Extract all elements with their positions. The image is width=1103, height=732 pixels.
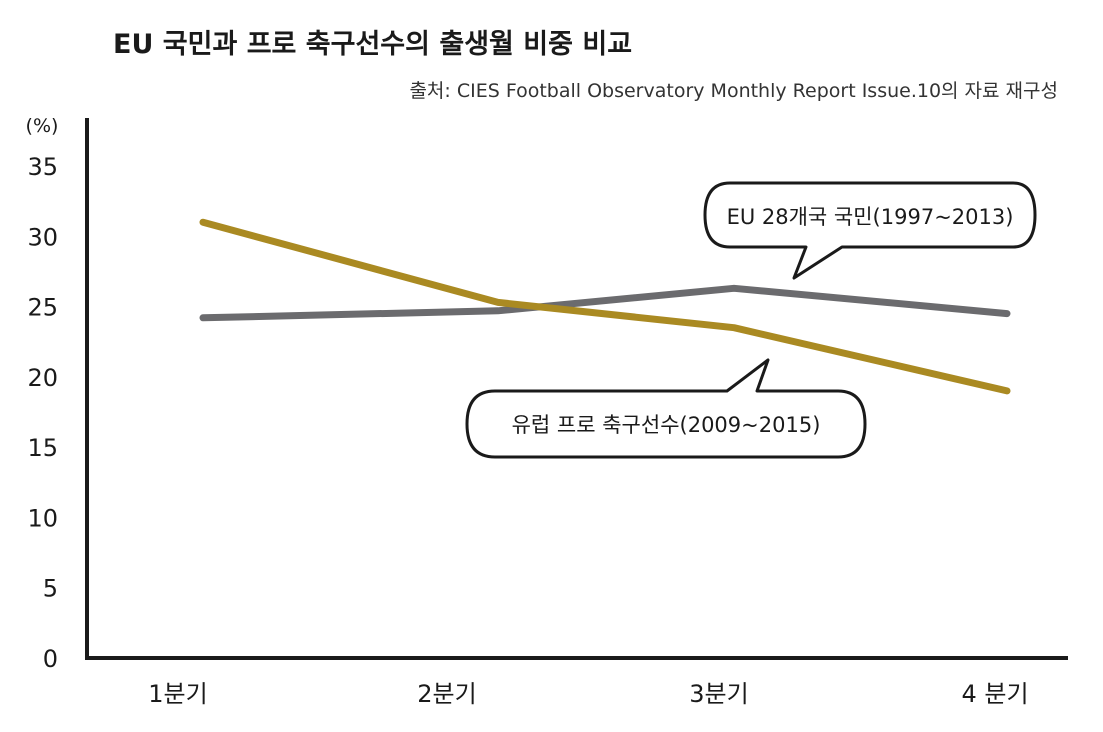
y-axis-ticks: 0 5 10 15 20 25 30 35 bbox=[27, 153, 58, 673]
y-tick-label-30: 30 bbox=[27, 223, 58, 251]
y-tick-label-5: 5 bbox=[43, 575, 58, 603]
x-axis-ticks: 1분기 2분기 3분기 4 분기 bbox=[148, 680, 1028, 708]
series-lines bbox=[199, 218, 1011, 395]
callout-bubble-eu bbox=[703, 181, 1037, 280]
x-tick-label-1: 1분기 bbox=[148, 680, 207, 708]
legend-callout-players: 유럽 프로 축구선수(2009~2015) bbox=[465, 358, 867, 459]
y-tick-label-0: 0 bbox=[43, 645, 58, 673]
x-tick-label-3: 3분기 bbox=[689, 680, 748, 708]
x-tick-label-2: 2분기 bbox=[417, 680, 476, 708]
y-tick-label-25: 25 bbox=[27, 294, 58, 322]
legend-callout-eu: EU 28개국 국민(1997~2013) bbox=[703, 181, 1037, 280]
y-tick-label-15: 15 bbox=[27, 434, 58, 462]
series-line-eu-citizens bbox=[199, 284, 1011, 322]
callout-label-players: 유럽 프로 축구선수(2009~2015) bbox=[512, 413, 821, 437]
x-tick-label-4: 4 분기 bbox=[961, 680, 1028, 708]
series-line-football-players bbox=[199, 218, 1011, 395]
chart-title: EU 국민과 프로 축구선수의 출생월 비중 비교 bbox=[113, 29, 632, 60]
y-tick-label-20: 20 bbox=[27, 364, 58, 392]
callout-bubble-players bbox=[465, 358, 867, 459]
y-tick-label-10: 10 bbox=[27, 504, 58, 532]
y-tick-label-35: 35 bbox=[27, 153, 58, 181]
callout-label-eu: EU 28개국 국민(1997~2013) bbox=[727, 205, 1014, 229]
y-axis-unit: (%) bbox=[26, 115, 59, 137]
chart-source: 출처: CIES Football Observatory Monthly Re… bbox=[409, 80, 1058, 102]
